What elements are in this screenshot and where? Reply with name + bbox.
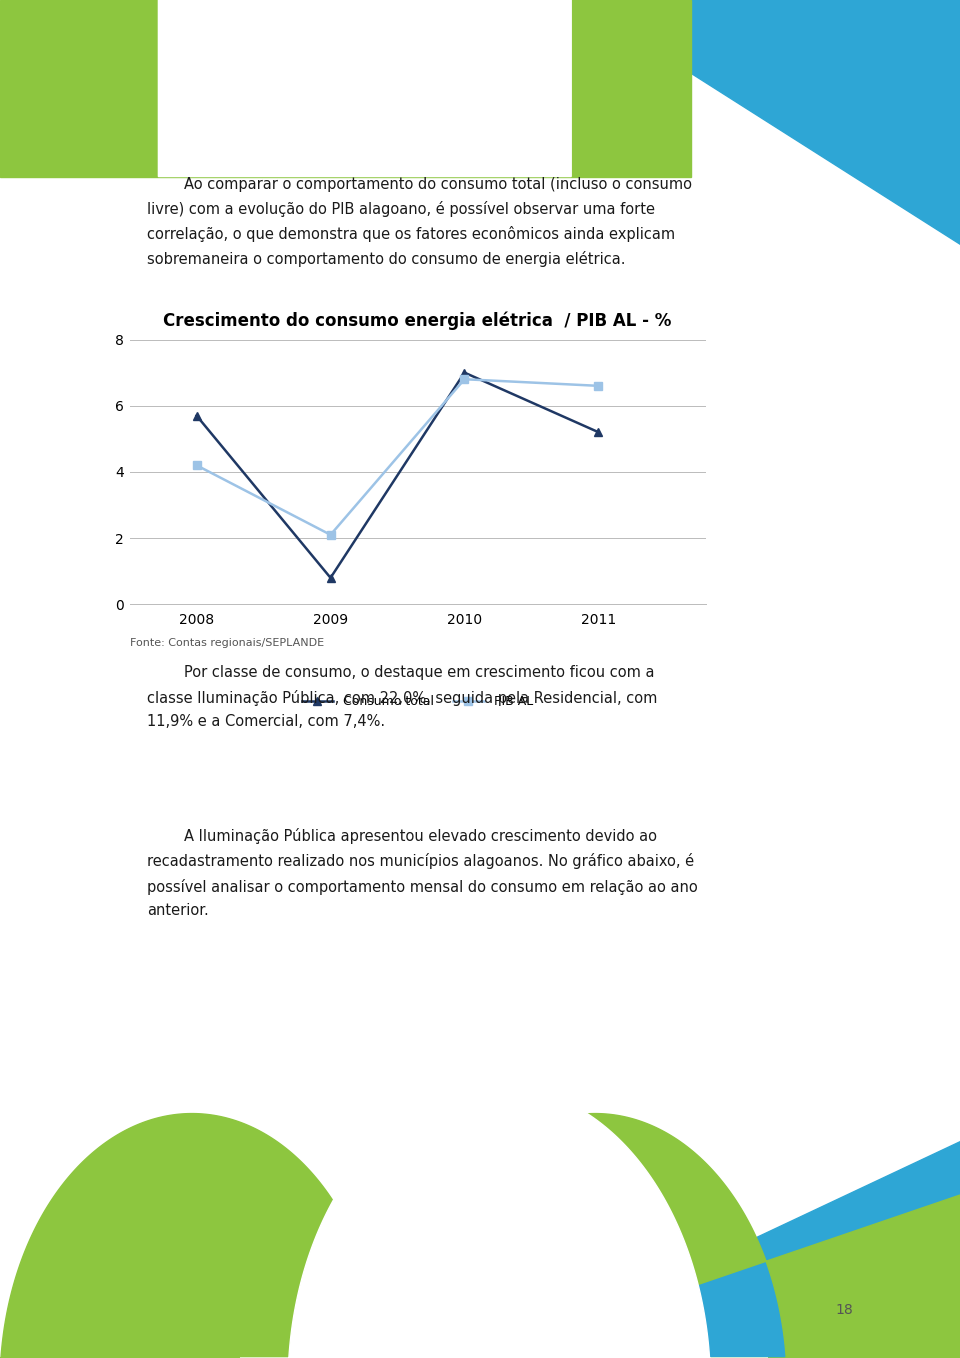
Text: 18: 18 bbox=[836, 1304, 853, 1317]
Polygon shape bbox=[158, 0, 571, 177]
Polygon shape bbox=[0, 1114, 384, 1358]
Text: Por classe de consumo, o destaque em crescimento ficou com a
classe Iluminação P: Por classe de consumo, o destaque em cre… bbox=[147, 665, 658, 729]
Text: Ao comparar o comportamento do consumo total (incluso o consumo
livre) com a evo: Ao comparar o comportamento do consumo t… bbox=[147, 177, 692, 266]
Text: Fonte: Contas regionais/SEPLANDE: Fonte: Contas regionais/SEPLANDE bbox=[130, 638, 324, 648]
Title: Crescimento do consumo energia elétrica  / PIB AL - %: Crescimento do consumo energia elétrica … bbox=[163, 311, 672, 330]
Text: A Iluminação Pública apresentou elevado crescimento devido ao
recadastramento re: A Iluminação Pública apresentou elevado … bbox=[147, 828, 698, 918]
Polygon shape bbox=[499, 1141, 960, 1358]
Legend: Consumo total, PIB AL: Consumo total, PIB AL bbox=[297, 690, 539, 713]
Polygon shape bbox=[240, 1086, 768, 1358]
Polygon shape bbox=[0, 0, 691, 177]
Polygon shape bbox=[576, 0, 960, 244]
Polygon shape bbox=[384, 1114, 960, 1358]
